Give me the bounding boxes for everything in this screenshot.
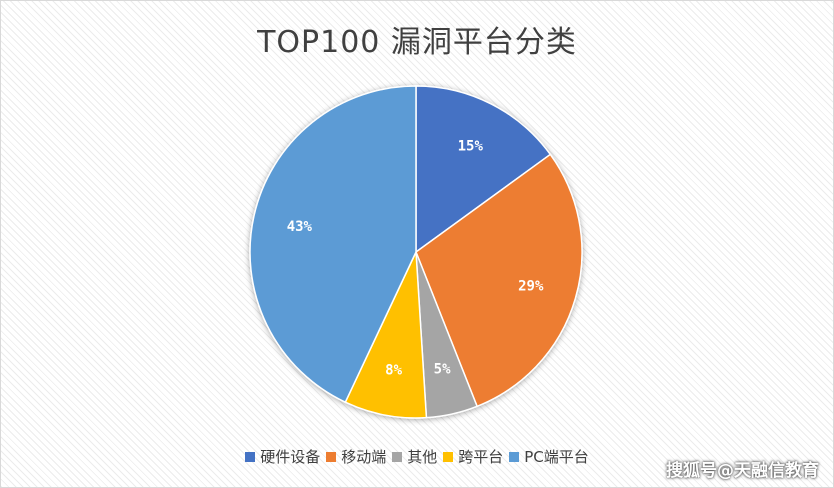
slice-label-0: 15% [458,139,484,155]
legend-swatch-4 [509,451,520,462]
chart-title: TOP100 漏洞平台分类 [257,25,577,60]
slice-label-2: 5% [434,362,451,378]
watermark: 搜狐号@天融信教育 [666,461,819,481]
chart-legend: 硬件设备 移动端 其他 跨平台 PC端平台 [1,446,833,467]
legend-swatch-0 [245,451,256,462]
legend-item-1: 移动端 [326,446,386,467]
slice-label-3: 8% [385,362,402,378]
legend-swatch-2 [392,451,403,462]
legend-item-3: 跨平台 [443,446,503,467]
legend-swatch-1 [326,451,337,462]
legend-label-4: PC端平台 [524,448,589,466]
legend-item-0: 硬件设备 [245,446,320,467]
legend-swatch-3 [443,451,454,462]
pie-slice-1 [415,153,583,408]
pie-slice-0 [415,85,552,254]
legend-label-1: 移动端 [341,448,387,466]
pie-slice-4 [249,85,417,404]
legend-label-3: 跨平台 [458,448,504,466]
slice-label-4: 43% [287,219,313,235]
legend-item-4: PC端平台 [509,446,589,467]
legend-label-0: 硬件设备 [260,448,321,466]
legend-label-2: 其他 [407,448,438,466]
slice-label-1: 29% [518,278,544,294]
legend-item-2: 其他 [392,446,437,467]
